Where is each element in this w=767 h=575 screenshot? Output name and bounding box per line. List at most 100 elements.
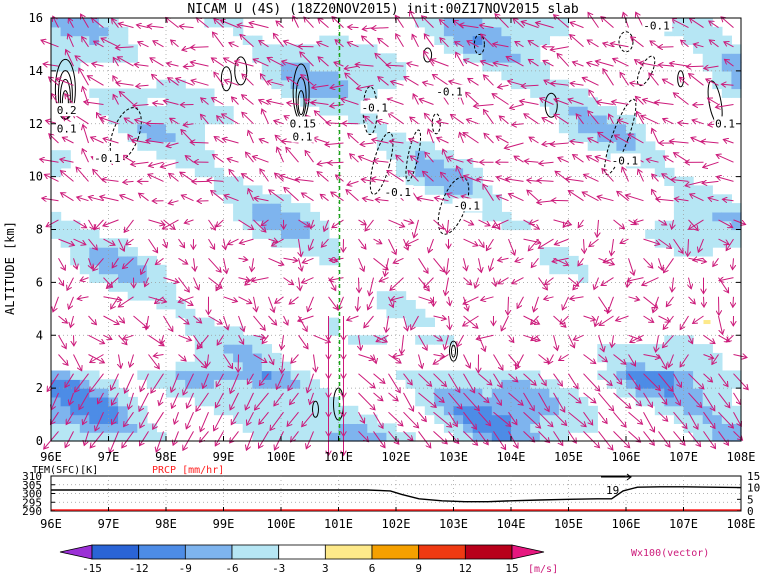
wind-vector bbox=[520, 101, 539, 105]
wind-vector bbox=[161, 335, 164, 344]
wind-vector bbox=[290, 392, 299, 405]
wind-vector bbox=[179, 26, 194, 28]
wind-vector bbox=[173, 431, 179, 445]
contour-label-bg bbox=[642, 18, 673, 32]
shade-cell bbox=[175, 132, 186, 142]
shade-cell bbox=[424, 26, 435, 37]
wind-vector bbox=[103, 238, 116, 245]
wind-vector bbox=[164, 238, 167, 248]
wind-vector bbox=[325, 143, 344, 145]
x-tick-label: 103E bbox=[439, 450, 468, 464]
shade-cell bbox=[89, 35, 100, 45]
shade-cell bbox=[549, 18, 560, 28]
shade-cell bbox=[597, 141, 608, 151]
shade-cell bbox=[626, 114, 637, 125]
wind-vector bbox=[437, 122, 449, 124]
shade-cell bbox=[300, 62, 311, 72]
shade-cell bbox=[118, 432, 129, 442]
wind-vector bbox=[495, 14, 509, 28]
wind-vector bbox=[542, 118, 554, 125]
shade-cell bbox=[482, 388, 493, 398]
shade-cell bbox=[357, 79, 368, 90]
shade-cell bbox=[252, 396, 263, 407]
shade-cell bbox=[79, 396, 90, 407]
surface-x-tick-label: 99E bbox=[213, 517, 235, 531]
shade-cell bbox=[664, 379, 675, 389]
shade-cell bbox=[223, 379, 234, 389]
wind-vector bbox=[527, 190, 539, 202]
wind-vector bbox=[203, 373, 209, 389]
wind-vector bbox=[112, 19, 119, 28]
shade-cell bbox=[482, 370, 493, 380]
shade-cell bbox=[693, 352, 704, 363]
shade-cell bbox=[261, 53, 272, 63]
shade-cell bbox=[683, 35, 694, 45]
colorbar-cell bbox=[418, 544, 466, 560]
shade-cell bbox=[530, 396, 541, 407]
shade-cell bbox=[261, 379, 272, 389]
wind-vector bbox=[291, 431, 299, 441]
shade-cell bbox=[712, 26, 723, 37]
shade-cell bbox=[415, 141, 426, 151]
contour-label: 0.1 bbox=[293, 131, 313, 144]
wind-vector bbox=[102, 179, 119, 181]
wind-vector bbox=[345, 73, 359, 86]
shade-cell bbox=[463, 167, 474, 178]
wind-vector bbox=[235, 61, 254, 67]
shade-cell bbox=[281, 361, 292, 372]
surface-x-tick-label: 107E bbox=[669, 517, 698, 531]
wind-vector bbox=[212, 98, 224, 105]
wind-vector bbox=[68, 18, 74, 28]
shade-cell bbox=[568, 264, 579, 275]
wind-vector bbox=[214, 72, 224, 86]
wind-vector bbox=[433, 334, 443, 341]
shade-cell bbox=[453, 26, 464, 37]
wind-vector bbox=[62, 137, 74, 144]
shade-cell bbox=[204, 352, 215, 363]
shade-cell bbox=[185, 370, 196, 380]
wind-vector bbox=[423, 171, 434, 182]
shade-cell bbox=[79, 255, 90, 266]
wind-vector bbox=[193, 315, 202, 323]
contour-label-bg bbox=[55, 121, 79, 135]
shade-cell bbox=[597, 114, 608, 125]
shade-cell bbox=[702, 361, 713, 372]
shade-cell bbox=[702, 405, 713, 416]
vector-legend: Wx100(vector) bbox=[631, 548, 709, 559]
wind-vector bbox=[77, 197, 89, 201]
wind-vector bbox=[425, 152, 434, 163]
surface-x-tick-label: 104E bbox=[497, 517, 526, 531]
wind-vector bbox=[531, 315, 539, 324]
wind-vector bbox=[348, 133, 359, 144]
wind-vector bbox=[326, 123, 344, 124]
wind-vector bbox=[389, 141, 404, 143]
wind-vector bbox=[663, 79, 674, 86]
shade-cell bbox=[194, 150, 205, 160]
wind-vector bbox=[448, 392, 463, 409]
wind-vector bbox=[598, 354, 608, 362]
shade-cell bbox=[175, 300, 186, 310]
shade-cell bbox=[281, 194, 292, 204]
shade-cell bbox=[261, 194, 272, 204]
wind-vector bbox=[259, 41, 269, 48]
wind-vector bbox=[103, 138, 119, 144]
shade-cell bbox=[261, 62, 272, 72]
shade-cell bbox=[51, 220, 62, 231]
shade-cell bbox=[501, 414, 512, 424]
wind-vector bbox=[481, 297, 494, 301]
shade-cell bbox=[290, 238, 301, 248]
wind-vector bbox=[463, 133, 479, 144]
wind-vector bbox=[655, 102, 674, 104]
wind-vector bbox=[166, 143, 179, 147]
shade-cell bbox=[693, 203, 704, 213]
shade-cell bbox=[233, 396, 244, 407]
shade-cell bbox=[261, 396, 272, 407]
wind-vector bbox=[184, 220, 194, 223]
shade-cell bbox=[338, 35, 349, 45]
wind-vector bbox=[268, 315, 277, 325]
shade-cell bbox=[511, 18, 522, 28]
shade-cell bbox=[300, 88, 311, 98]
wind-vector bbox=[494, 277, 496, 287]
shade-cell bbox=[194, 132, 205, 142]
wind-vector bbox=[508, 431, 518, 448]
